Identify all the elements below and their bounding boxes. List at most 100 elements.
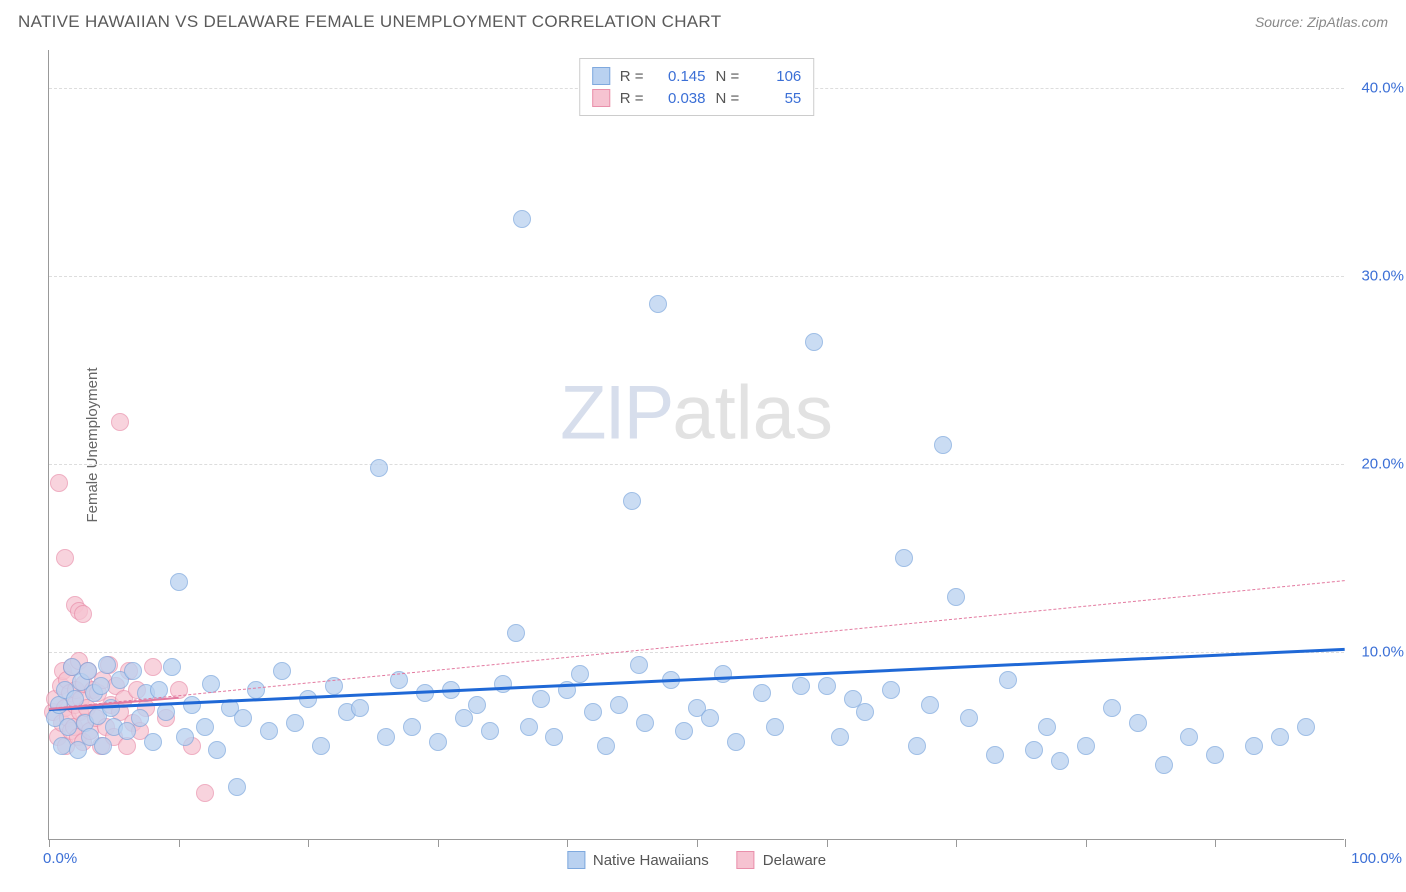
scatter-point (999, 671, 1017, 689)
scatter-point (163, 658, 181, 676)
scatter-point (908, 737, 926, 755)
scatter-point (286, 714, 304, 732)
scatter-point (753, 684, 771, 702)
scatter-point (818, 677, 836, 695)
stats-r-value: 0.038 (654, 90, 706, 107)
scatter-point (1155, 756, 1173, 774)
scatter-point (79, 662, 97, 680)
scatter-point (727, 733, 745, 751)
scatter-point (429, 733, 447, 751)
x-tick (567, 839, 568, 847)
y-tick-label: 10.0% (1361, 643, 1404, 660)
stats-row: R =0.038N =55 (592, 87, 802, 109)
gridline (49, 464, 1344, 465)
scatter-point (370, 459, 388, 477)
scatter-point (56, 549, 74, 567)
trend-line (49, 580, 1345, 709)
legend-item: Delaware (737, 851, 826, 869)
scatter-point (260, 722, 278, 740)
scatter-point (468, 696, 486, 714)
scatter-point (882, 681, 900, 699)
scatter-point (701, 709, 719, 727)
scatter-point (208, 741, 226, 759)
scatter-point (792, 677, 810, 695)
scatter-point (234, 709, 252, 727)
stats-r-label: R = (620, 68, 644, 85)
scatter-point (1025, 741, 1043, 759)
scatter-point (934, 436, 952, 454)
scatter-point (59, 718, 77, 736)
scatter-point (960, 709, 978, 727)
x-tick (179, 839, 180, 847)
gridline (49, 652, 1344, 653)
scatter-point (895, 549, 913, 567)
scatter-point (170, 573, 188, 591)
bottom-legend: Native Hawaiians Delaware (567, 851, 826, 869)
scatter-point (98, 656, 116, 674)
scatter-point (507, 624, 525, 642)
scatter-point (94, 737, 112, 755)
scatter-point (228, 778, 246, 796)
scatter-point (403, 718, 421, 736)
scatter-point (623, 492, 641, 510)
scatter-point (831, 728, 849, 746)
scatter-point (986, 746, 1004, 764)
x-tick (1345, 839, 1346, 847)
scatter-point (1103, 699, 1121, 717)
scatter-point (1206, 746, 1224, 764)
x-tick (697, 839, 698, 847)
x-tick (1086, 839, 1087, 847)
scatter-point (144, 733, 162, 751)
scatter-point (351, 699, 369, 717)
x-axis-min-label: 0.0% (43, 850, 77, 867)
scatter-point (377, 728, 395, 746)
scatter-point (584, 703, 602, 721)
scatter-point (1051, 752, 1069, 770)
stats-r-label: R = (620, 90, 644, 107)
x-tick (308, 839, 309, 847)
scatter-point (176, 728, 194, 746)
x-tick (49, 839, 50, 847)
scatter-point (111, 413, 129, 431)
x-tick (438, 839, 439, 847)
x-tick (1215, 839, 1216, 847)
scatter-point (921, 696, 939, 714)
scatter-point (247, 681, 265, 699)
legend-swatch (737, 851, 755, 869)
scatter-point (766, 718, 784, 736)
stats-n-label: N = (716, 90, 740, 107)
legend-item: Native Hawaiians (567, 851, 709, 869)
y-tick-label: 30.0% (1361, 267, 1404, 284)
scatter-point (805, 333, 823, 351)
chart-plot-area: Female Unemployment 10.0%20.0%30.0%40.0%… (48, 50, 1344, 840)
x-axis-max-label: 100.0% (1351, 850, 1402, 867)
legend-swatch (592, 67, 610, 85)
scatter-point (649, 295, 667, 313)
scatter-point (714, 665, 732, 683)
scatter-point (196, 784, 214, 802)
scatter-point (1038, 718, 1056, 736)
scatter-point (1129, 714, 1147, 732)
scatter-point (947, 588, 965, 606)
scatter-point (532, 690, 550, 708)
scatter-point (610, 696, 628, 714)
scatter-point (1245, 737, 1263, 755)
y-tick-label: 20.0% (1361, 455, 1404, 472)
scatter-point (597, 737, 615, 755)
stats-n-label: N = (716, 68, 740, 85)
scatter-point (513, 210, 531, 228)
scatter-point (92, 677, 110, 695)
scatter-point (1180, 728, 1198, 746)
scatter-point (856, 703, 874, 721)
scatter-point (636, 714, 654, 732)
x-tick (827, 839, 828, 847)
legend-swatch (592, 89, 610, 107)
legend-label: Delaware (763, 852, 826, 869)
scatter-point (202, 675, 220, 693)
scatter-point (312, 737, 330, 755)
scatter-point (74, 605, 92, 623)
legend-swatch (567, 851, 585, 869)
stats-r-value: 0.145 (654, 68, 706, 85)
scatter-point (50, 474, 68, 492)
legend-label: Native Hawaiians (593, 852, 709, 869)
